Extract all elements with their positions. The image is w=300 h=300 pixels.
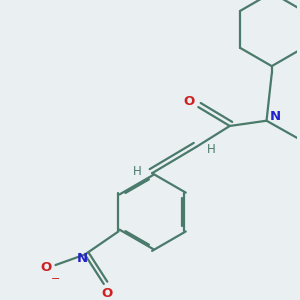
Text: O: O — [183, 95, 194, 108]
Text: O: O — [101, 287, 112, 300]
Text: N: N — [269, 110, 281, 123]
Text: H: H — [206, 142, 215, 156]
Text: −: − — [51, 274, 60, 284]
Text: H: H — [133, 165, 142, 178]
Text: N: N — [77, 252, 88, 265]
Text: O: O — [40, 261, 52, 274]
